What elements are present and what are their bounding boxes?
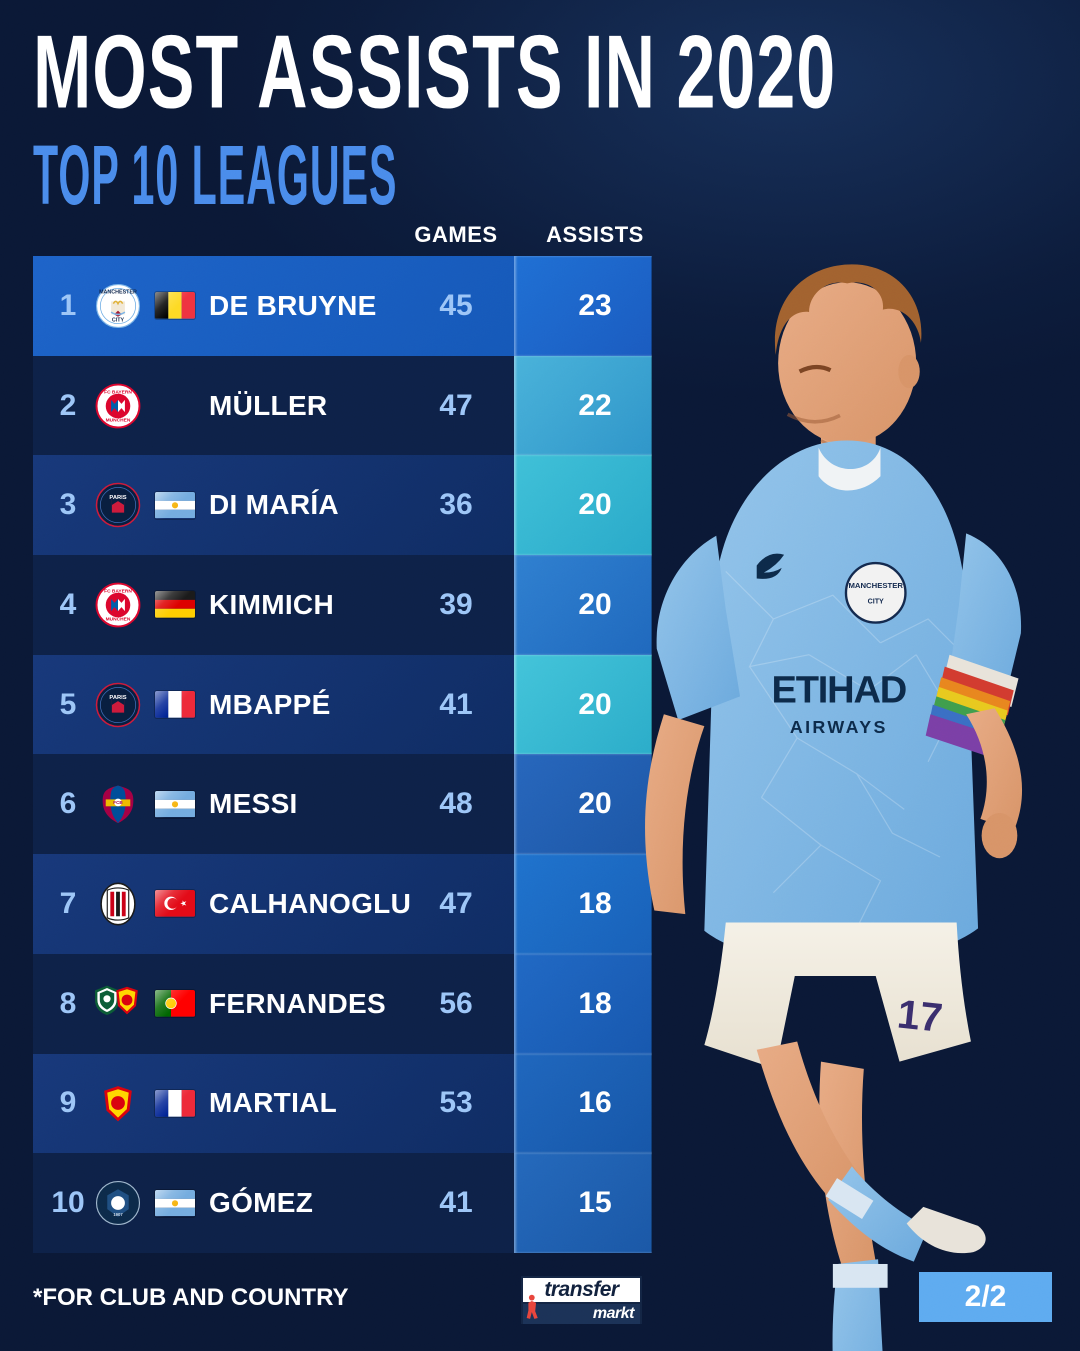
svg-text:1907: 1907: [113, 1212, 123, 1217]
svg-text:AIRWAYS: AIRWAYS: [790, 717, 888, 737]
svg-text:PARIS: PARIS: [109, 495, 126, 501]
svg-text:FC BAYERN: FC BAYERN: [104, 589, 132, 595]
svg-text:PARIS: PARIS: [109, 694, 126, 700]
svg-text:MANCHESTER: MANCHESTER: [99, 290, 137, 296]
svg-text:ETIHAD: ETIHAD: [772, 669, 907, 711]
svg-text:MANCHESTER: MANCHESTER: [848, 581, 903, 590]
svg-text:MUNCHEN: MUNCHEN: [106, 417, 131, 423]
svg-text:MUNCHEN: MUNCHEN: [106, 616, 131, 622]
svg-text:CITY: CITY: [868, 598, 884, 606]
svg-text:CITY: CITY: [112, 317, 125, 323]
svg-text:FCB: FCB: [113, 800, 123, 805]
svg-text:17: 17: [895, 990, 945, 1040]
svg-text:FC BAYERN: FC BAYERN: [104, 389, 132, 395]
